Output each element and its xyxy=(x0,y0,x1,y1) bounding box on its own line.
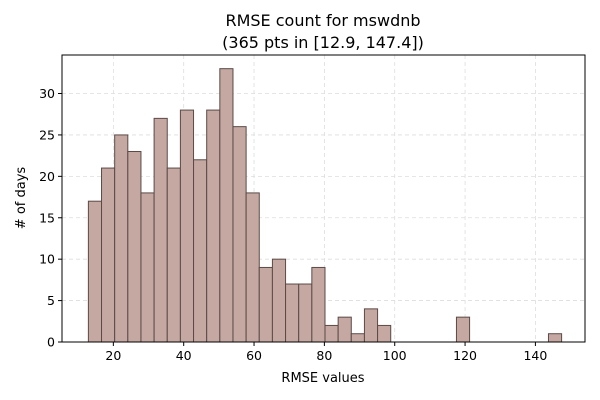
histogram-bar xyxy=(350,333,365,343)
y-axis-label: # of days xyxy=(14,167,29,230)
histogram-bar xyxy=(258,266,273,343)
y-tick-label: 30 xyxy=(39,86,55,101)
histogram-bar xyxy=(455,316,471,343)
x-tick-label: 60 xyxy=(246,348,262,363)
histogram-bar xyxy=(166,167,181,343)
histogram-bar xyxy=(206,109,221,343)
histogram-bar xyxy=(101,167,116,343)
histogram-bar xyxy=(245,192,260,343)
x-tick-label: 100 xyxy=(383,348,407,363)
histogram-bar xyxy=(193,159,208,343)
histogram-bar xyxy=(298,283,313,343)
histogram-bar xyxy=(232,126,247,343)
histogram-bar xyxy=(324,324,339,343)
histogram-bars xyxy=(87,68,563,343)
histogram-bar xyxy=(127,150,142,343)
histogram-bar xyxy=(377,324,392,343)
histogram-bar xyxy=(547,333,563,343)
x-tick-label: 80 xyxy=(316,348,332,363)
histogram-bar xyxy=(140,192,155,343)
y-tick-label: 5 xyxy=(47,293,55,308)
histogram-bar xyxy=(271,258,287,343)
y-axis-ticks: 0 5 10 15 20 25 30 xyxy=(39,86,62,350)
x-axis-ticks: 20 40 60 80 100 120 140 xyxy=(105,342,547,363)
y-tick-label: 0 xyxy=(47,335,55,350)
histogram-bar xyxy=(219,68,234,343)
y-tick-label: 25 xyxy=(39,127,55,142)
x-tick-label: 40 xyxy=(176,348,192,363)
x-tick-label: 120 xyxy=(453,348,477,363)
histogram-bar xyxy=(179,109,195,343)
y-tick-label: 10 xyxy=(39,252,55,267)
histogram-bar xyxy=(285,283,300,343)
x-tick-label: 20 xyxy=(105,348,121,363)
y-tick-label: 20 xyxy=(39,169,55,184)
histogram-bar xyxy=(311,266,326,343)
y-tick-label: 15 xyxy=(39,210,55,225)
histogram-bar xyxy=(363,308,379,343)
plot-frame xyxy=(61,54,586,343)
histogram-bar xyxy=(153,117,168,343)
histogram-bar xyxy=(114,134,129,343)
x-tick-label: 140 xyxy=(523,348,547,363)
chart-title-line2: (365 pts in [12.9, 147.4]) xyxy=(222,33,424,52)
x-axis-label: RMSE values xyxy=(281,371,364,386)
chart-title-line1: RMSE count for mswdnb xyxy=(225,11,420,30)
histogram-bar xyxy=(87,200,103,343)
histogram-bar xyxy=(337,316,352,343)
